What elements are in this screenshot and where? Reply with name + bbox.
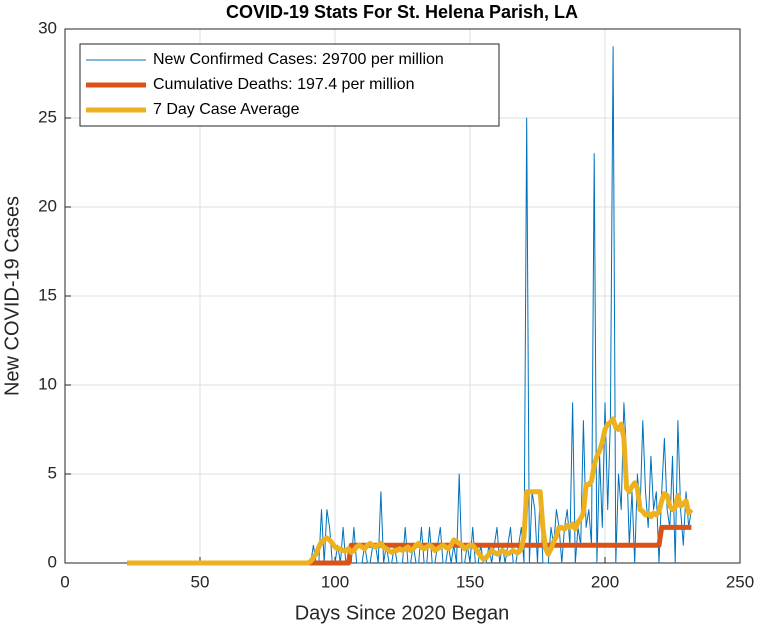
y-tick-label: 30 [38,18,57,37]
x-tick-label: 50 [191,572,210,591]
x-tick-label: 250 [726,572,754,591]
x-tick-label: 100 [321,572,349,591]
x-tick-label: 200 [591,572,619,591]
legend-box [79,43,500,127]
y-axis-label: New COVID-19 Cases [1,196,23,396]
x-axis-label: Days Since 2020 Began [295,602,510,624]
y-tick-label: 25 [38,107,57,126]
y-tick-label: 5 [48,463,57,482]
legend: New Confirmed Cases: 29700 per million Cu… [79,43,500,127]
series-line [127,416,694,566]
y-tick-label: 20 [38,196,57,215]
chart-title: COVID-19 Stats For St. Helena Parish, LA [226,2,578,22]
x-tick-label: 150 [456,572,484,591]
legend-label: New Confirmed Cases: 29700 per million [153,51,444,68]
legend-label: Cumulative Deaths: 197.4 per million [153,76,414,93]
y-tick-label: 0 [48,552,57,571]
y-tick-label: 15 [38,285,57,304]
legend-label: 7 Day Case Average [153,101,300,118]
x-tick-label: 0 [60,572,69,591]
y-tick-label: 10 [38,374,57,393]
